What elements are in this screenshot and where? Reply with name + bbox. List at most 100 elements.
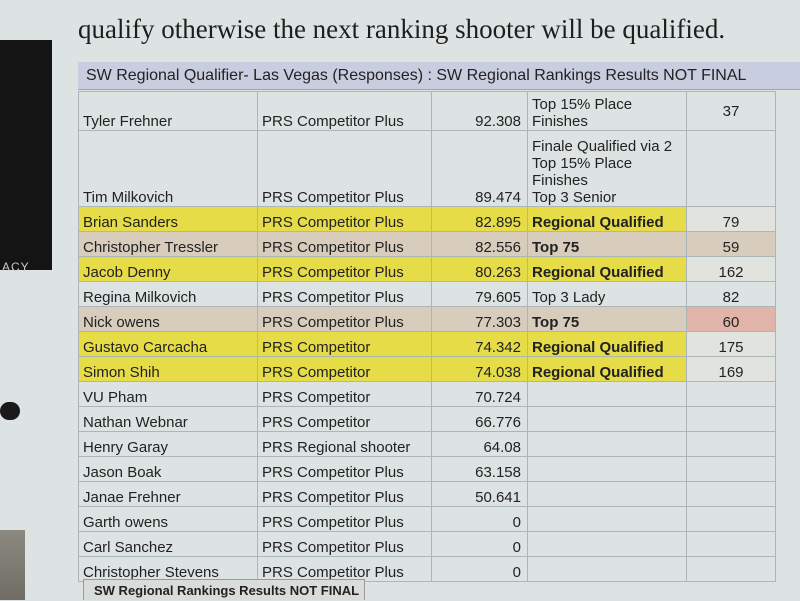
cell-name[interactable]: Simon Shih	[78, 356, 258, 382]
cell-class[interactable]: PRS Competitor Plus	[257, 231, 432, 257]
cell-status[interactable]: Regional Qualified	[527, 206, 687, 232]
cell-rank[interactable]	[686, 130, 776, 207]
cell-class[interactable]: PRS Competitor	[257, 406, 432, 432]
cell-status[interactable]: Top 3 Lady	[527, 281, 687, 307]
cell-name[interactable]: Garth owens	[78, 506, 258, 532]
document-text: qualify otherwise the next ranking shoot…	[78, 14, 726, 44]
cell-name[interactable]: Regina Milkovich	[78, 281, 258, 307]
cell-score[interactable]: 89.474	[431, 130, 528, 207]
table-row: Garth owens PRS Competitor Plus 0	[78, 506, 776, 532]
table-row: Carl Sanchez PRS Competitor Plus 0	[78, 531, 776, 557]
table-row: Simon Shih PRS Competitor 74.038 Regional Q…	[78, 356, 776, 382]
cell-score[interactable]: 70.724	[431, 381, 528, 407]
cell-class[interactable]: PRS Competitor Plus	[257, 481, 432, 507]
cell-class[interactable]: PRS Regional shooter	[257, 431, 432, 457]
cell-score[interactable]: 77.303	[431, 306, 528, 332]
cell-name[interactable]: Jason Boak	[78, 456, 258, 482]
cell-class[interactable]: PRS Competitor Plus	[257, 556, 432, 582]
cell-status[interactable]: Top 75	[527, 231, 687, 257]
side-label: ACY	[2, 260, 30, 274]
cell-score[interactable]: 63.158	[431, 456, 528, 482]
cell-status[interactable]	[527, 531, 687, 557]
cell-status[interactable]: Regional Qualified	[527, 331, 687, 357]
cell-rank[interactable]	[686, 506, 776, 532]
cell-rank[interactable]: 162	[686, 256, 776, 282]
cell-score[interactable]: 82.895	[431, 206, 528, 232]
cell-status[interactable]	[527, 431, 687, 457]
cell-score[interactable]: 74.038	[431, 356, 528, 382]
cell-rank[interactable]	[686, 406, 776, 432]
cell-rank[interactable]	[686, 431, 776, 457]
cell-status[interactable]	[527, 406, 687, 432]
cell-score[interactable]: 0	[431, 506, 528, 532]
cell-status[interactable]	[527, 481, 687, 507]
cell-class[interactable]: PRS Competitor Plus	[257, 456, 432, 482]
cell-score[interactable]: 66.776	[431, 406, 528, 432]
cell-score[interactable]: 50.641	[431, 481, 528, 507]
cell-name[interactable]: Gustavo Carcacha	[78, 331, 258, 357]
cell-class[interactable]: PRS Competitor	[257, 381, 432, 407]
cell-rank[interactable]: 60	[686, 306, 776, 332]
cell-status[interactable]: Regional Qualified	[527, 256, 687, 282]
table-row: Nick owens PRS Competitor Plus 77.303 Top 7…	[78, 306, 776, 332]
cell-status[interactable]: Regional Qualified	[527, 356, 687, 382]
cell-rank[interactable]	[686, 531, 776, 557]
cell-rank[interactable]	[686, 556, 776, 582]
cell-status[interactable]: Top 75	[527, 306, 687, 332]
cell-score[interactable]: 0	[431, 556, 528, 582]
cell-status[interactable]	[527, 556, 687, 582]
cell-score[interactable]: 79.605	[431, 281, 528, 307]
cell-status[interactable]	[527, 381, 687, 407]
table-row: VU Pham PRS Competitor 70.724	[78, 381, 776, 407]
cell-name[interactable]: VU Pham	[78, 381, 258, 407]
cell-score[interactable]: 80.263	[431, 256, 528, 282]
cell-status[interactable]: Finale Qualified via 2 Top 15% Place Fin…	[527, 130, 687, 207]
cell-rank[interactable]: 169	[686, 356, 776, 382]
cell-class[interactable]: PRS Competitor Plus	[257, 256, 432, 282]
cell-name[interactable]: Janae Frehner	[78, 481, 258, 507]
cell-name[interactable]: Christopher Tressler	[78, 231, 258, 257]
cell-rank[interactable]: 82	[686, 281, 776, 307]
cell-status[interactable]	[527, 456, 687, 482]
cell-status[interactable]	[527, 506, 687, 532]
table-row: Nathan Webnar PRS Competitor 66.776	[78, 406, 776, 432]
cell-class[interactable]: PRS Competitor Plus	[257, 281, 432, 307]
cell-rank[interactable]: 59	[686, 231, 776, 257]
cell-status[interactable]: Top 15% Place Finishes	[527, 91, 687, 131]
cell-rank[interactable]: 79	[686, 206, 776, 232]
table-row: Christopher Tressler PRS Competitor Plus 8…	[78, 231, 776, 257]
cell-score[interactable]: 0	[431, 531, 528, 557]
cell-name[interactable]: Brian Sanders	[78, 206, 258, 232]
cell-score[interactable]: 92.308	[431, 91, 528, 131]
cell-name[interactable]: Jacob Denny	[78, 256, 258, 282]
cell-rank[interactable]: 175	[686, 331, 776, 357]
table-row: Brian Sanders PRS Competitor Plus 82.895 Re…	[78, 206, 776, 232]
cell-class[interactable]: PRS Competitor Plus	[257, 531, 432, 557]
cell-class[interactable]: PRS Competitor Plus	[257, 306, 432, 332]
cell-rank[interactable]	[686, 481, 776, 507]
cell-name[interactable]: Tim Milkovich	[78, 130, 258, 207]
cell-rank[interactable]	[686, 456, 776, 482]
cell-name[interactable]: Nick owens	[78, 306, 258, 332]
table-row: Tyler Frehner PRS Competitor Plus 92.308 To…	[78, 91, 776, 131]
sheet-tab[interactable]: SW Regional Rankings Results NOT FINAL	[83, 579, 365, 600]
knob-icon	[0, 402, 20, 420]
cell-score[interactable]: 74.342	[431, 331, 528, 357]
side-panel: ACY	[0, 40, 52, 274]
cell-class[interactable]: PRS Competitor	[257, 331, 432, 357]
cell-name[interactable]: Nathan Webnar	[78, 406, 258, 432]
cell-score[interactable]: 64.08	[431, 431, 528, 457]
cell-class[interactable]: PRS Competitor Plus	[257, 206, 432, 232]
cell-name[interactable]: Henry Garay	[78, 431, 258, 457]
cell-class[interactable]: PRS Competitor	[257, 356, 432, 382]
cell-name[interactable]: Christopher Stevens	[78, 556, 258, 582]
table-row: Henry Garay PRS Regional shooter 64.08	[78, 431, 776, 457]
cell-name[interactable]: Tyler Frehner	[78, 91, 258, 131]
cell-score[interactable]: 82.556	[431, 231, 528, 257]
cell-class[interactable]: PRS Competitor Plus	[257, 506, 432, 532]
cell-name[interactable]: Carl Sanchez	[78, 531, 258, 557]
cell-class[interactable]: PRS Competitor Plus	[257, 130, 432, 207]
cell-rank[interactable]: 37	[686, 91, 776, 131]
cell-rank[interactable]	[686, 381, 776, 407]
cell-class[interactable]: PRS Competitor Plus	[257, 91, 432, 131]
